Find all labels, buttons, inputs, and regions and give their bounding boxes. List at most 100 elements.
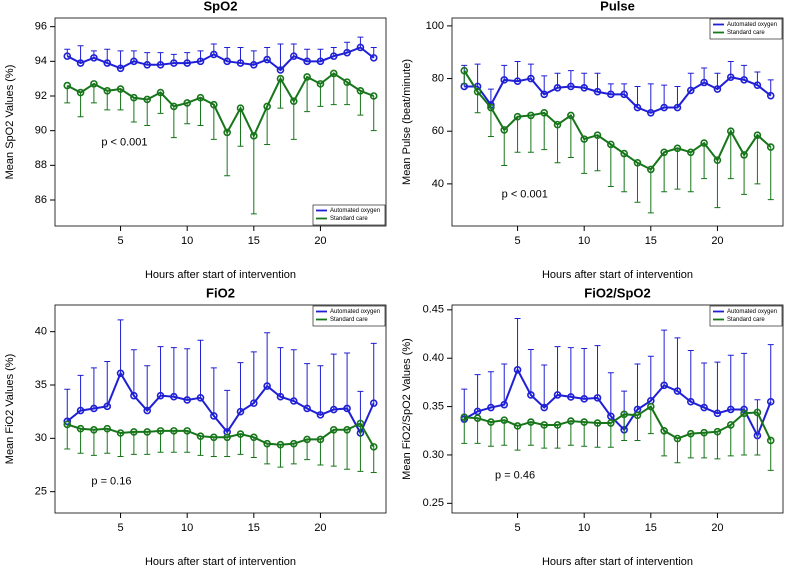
point bbox=[116, 369, 125, 378]
y-tick-label: 60 bbox=[432, 125, 444, 137]
point bbox=[63, 81, 72, 90]
error-bar bbox=[687, 433, 694, 459]
chart-title: SpO2 bbox=[204, 0, 238, 13]
error-bar bbox=[370, 342, 377, 404]
y-tick-label: 40 bbox=[35, 326, 47, 338]
error-bar bbox=[250, 135, 257, 215]
error-bar bbox=[581, 348, 588, 399]
x-tick-label: 15 bbox=[248, 522, 260, 534]
error-bar bbox=[487, 371, 494, 408]
point bbox=[276, 392, 285, 401]
point bbox=[513, 77, 522, 85]
point bbox=[303, 404, 311, 413]
error-bar bbox=[474, 374, 481, 412]
point bbox=[593, 87, 602, 96]
panel: Pulse 5 10 15 20 40 60 80 100 Hours after start o… bbox=[401, 0, 784, 281]
point bbox=[740, 151, 748, 159]
point bbox=[263, 55, 271, 64]
error-bar bbox=[370, 46, 377, 58]
error-bar bbox=[607, 372, 614, 417]
error-bar bbox=[607, 144, 614, 188]
error-bar bbox=[237, 362, 244, 412]
point bbox=[553, 391, 562, 399]
error-bar bbox=[90, 429, 97, 456]
error-bar bbox=[607, 423, 614, 448]
error-bar bbox=[290, 101, 297, 140]
point bbox=[460, 413, 469, 422]
point bbox=[76, 424, 85, 433]
point bbox=[673, 387, 682, 395]
point bbox=[343, 426, 351, 434]
error-bar bbox=[117, 433, 124, 457]
point bbox=[196, 57, 205, 66]
error-bar bbox=[514, 425, 521, 451]
legend-label: Automated oxygen bbox=[330, 309, 380, 315]
point bbox=[329, 69, 338, 78]
error-bar bbox=[621, 414, 628, 441]
point bbox=[700, 78, 708, 87]
legend-label: Standard care bbox=[727, 30, 765, 36]
point bbox=[90, 404, 98, 413]
error-bar bbox=[527, 422, 534, 446]
x-tick-label: 10 bbox=[578, 522, 590, 534]
error-bar bbox=[170, 347, 177, 397]
x-tick-label: 10 bbox=[181, 522, 193, 534]
point bbox=[210, 412, 218, 420]
annotation: p < 0.001 bbox=[502, 189, 548, 201]
error-bar bbox=[304, 48, 311, 62]
panel: FiO2 5 10 15 20 25 30 35 40 Hours after start of … bbox=[4, 285, 387, 568]
error-bar bbox=[290, 349, 297, 401]
error-bar bbox=[290, 43, 297, 57]
error-bar bbox=[487, 422, 494, 447]
error-bar bbox=[687, 349, 694, 402]
y-axis-label: Mean FiO2 Values (%) bbox=[4, 354, 16, 464]
series-line bbox=[66, 422, 375, 448]
x-tick-label: 5 bbox=[514, 522, 520, 534]
point bbox=[103, 59, 112, 67]
point bbox=[316, 435, 325, 444]
y-axis-label: Mean Pulse (beat/minute) bbox=[401, 59, 413, 185]
point bbox=[540, 403, 549, 412]
point bbox=[607, 419, 615, 427]
error-bar bbox=[357, 90, 364, 116]
error-bar bbox=[357, 36, 364, 48]
point bbox=[487, 418, 495, 426]
error-bar bbox=[277, 347, 284, 397]
y-axis-label: Mean FiO2/SpO2 Values (%) bbox=[401, 338, 413, 480]
point bbox=[513, 366, 522, 374]
error-bar bbox=[754, 135, 761, 185]
point bbox=[63, 52, 72, 60]
error-bar bbox=[741, 154, 748, 195]
point bbox=[593, 131, 602, 139]
point bbox=[766, 436, 775, 445]
point bbox=[263, 382, 271, 390]
y-tick-label: 92 bbox=[35, 90, 47, 102]
point bbox=[540, 108, 549, 117]
point bbox=[170, 59, 178, 67]
point bbox=[130, 93, 138, 102]
error-bar bbox=[370, 446, 377, 473]
point bbox=[289, 439, 298, 448]
error-bar bbox=[330, 46, 337, 57]
point bbox=[236, 104, 245, 112]
y-tick-label: 0.40 bbox=[423, 352, 444, 364]
error-bar bbox=[501, 129, 508, 166]
point bbox=[196, 93, 205, 102]
point bbox=[633, 411, 642, 420]
error-bar bbox=[130, 349, 137, 396]
point bbox=[170, 392, 178, 401]
point bbox=[170, 102, 178, 111]
error-bar bbox=[344, 41, 351, 53]
x-tick-label: 5 bbox=[117, 522, 123, 534]
series-line bbox=[66, 46, 375, 72]
point bbox=[303, 73, 311, 81]
point bbox=[116, 429, 125, 437]
legend-box bbox=[312, 305, 386, 327]
point bbox=[156, 427, 165, 435]
point bbox=[289, 397, 298, 405]
legend-box bbox=[709, 18, 783, 40]
point bbox=[753, 131, 762, 139]
error-bar bbox=[304, 76, 311, 113]
point bbox=[236, 59, 245, 67]
